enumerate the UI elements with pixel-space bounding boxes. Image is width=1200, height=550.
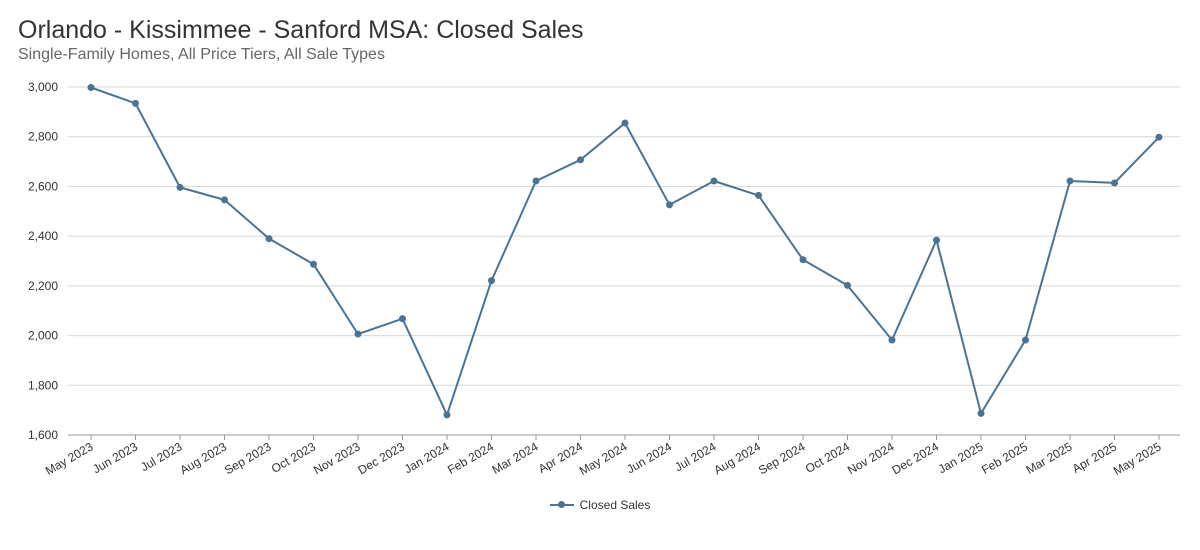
y-tick-label: 1,600 [28, 428, 58, 442]
x-tick-label: Nov 2024 [845, 439, 897, 477]
data-point [666, 201, 673, 209]
data-point [176, 183, 184, 191]
x-tick-label: Dec 2024 [890, 439, 942, 477]
legend-label: Closed Sales [579, 498, 651, 512]
data-point [977, 409, 985, 417]
x-tick-label: Mar 2024 [490, 439, 541, 477]
y-tick-label: 1,800 [28, 378, 58, 392]
data-point [1022, 336, 1029, 344]
legend-item-closed-sales[interactable]: Closed Sales [549, 498, 651, 512]
data-point [532, 177, 540, 185]
data-point [621, 119, 629, 127]
y-tick-label: 2,800 [28, 130, 58, 144]
data-point [1066, 177, 1074, 185]
chart-title: Orlando - Kissimmee - Sanford MSA: Close… [18, 16, 584, 44]
data-point [577, 156, 584, 164]
data-point [265, 235, 273, 243]
data-point [1111, 179, 1118, 187]
data-point [443, 411, 451, 419]
data-point [488, 277, 495, 285]
x-tick-label: Jul 2023 [138, 439, 185, 474]
x-tick-label: Nov 2023 [311, 439, 363, 477]
x-tick-label: Jan 2024 [402, 439, 452, 476]
data-point [844, 281, 851, 289]
x-tick-label: May 2024 [577, 439, 630, 478]
x-tick-label: Oct 2024 [803, 439, 852, 476]
legend-marker [549, 500, 574, 510]
x-tick-label: Jun 2023 [90, 439, 140, 476]
x-tick-label: Jan 2025 [936, 439, 986, 476]
x-tick-label: Jun 2024 [624, 439, 674, 476]
data-point [888, 336, 896, 344]
y-tick-label: 2,400 [28, 229, 58, 243]
y-tick-label: 2,200 [28, 279, 58, 293]
x-tick-label: Apr 2024 [536, 439, 585, 476]
data-point [399, 315, 406, 323]
x-tick-label: Jul 2024 [672, 439, 719, 474]
x-tick-label: Dec 2023 [356, 439, 408, 477]
x-tick-label: Oct 2023 [269, 439, 318, 476]
y-tick-label: 3,000 [28, 80, 58, 94]
data-point [755, 191, 762, 199]
data-point [310, 260, 317, 268]
x-tick-label: Sep 2024 [756, 439, 808, 477]
legend[interactable]: Closed Sales [0, 498, 1200, 513]
data-point [87, 83, 95, 91]
x-tick-label: Apr 2025 [1070, 439, 1119, 476]
y-tick-label: 2,600 [28, 179, 58, 193]
data-point [221, 196, 228, 204]
x-tick-label: Sep 2023 [222, 439, 274, 477]
x-tick-label: Feb 2025 [979, 439, 1030, 477]
x-tick-label: May 2025 [1111, 439, 1164, 478]
x-tick-label: May 2023 [43, 439, 96, 478]
x-tick-label: Aug 2024 [711, 439, 763, 477]
data-point [799, 256, 807, 264]
data-point [710, 177, 718, 185]
x-tick-label: Feb 2024 [445, 439, 496, 477]
data-point [933, 236, 940, 244]
data-point [1155, 133, 1163, 141]
x-tick-label: Mar 2025 [1024, 439, 1075, 477]
x-tick-label: Aug 2023 [177, 439, 229, 477]
data-point [354, 330, 362, 338]
chart-subtitle: Single-Family Homes, All Price Tiers, Al… [18, 46, 385, 63]
y-tick-label: 2,000 [28, 329, 58, 343]
data-point [132, 99, 139, 107]
